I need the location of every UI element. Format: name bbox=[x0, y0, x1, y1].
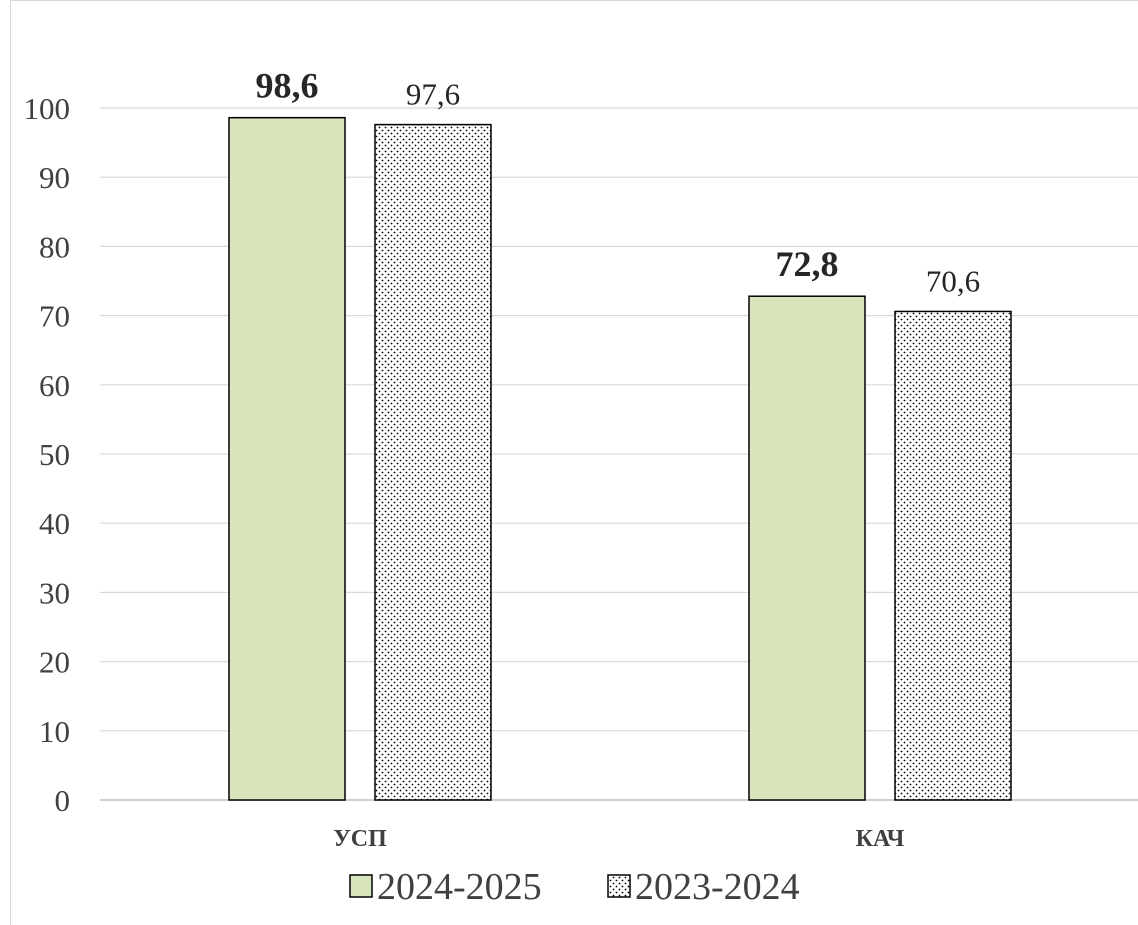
y-tick-label: 90 bbox=[39, 160, 70, 195]
y-tick-label: 0 bbox=[55, 783, 71, 818]
bar-2023-2024-УСП bbox=[374, 123, 492, 801]
data-labels: 98,6 97,6 72,8 70,6 bbox=[256, 66, 981, 299]
legend: 2024-2025 2023-2024 bbox=[349, 866, 800, 908]
y-tick-label: 20 bbox=[39, 645, 70, 680]
bar-2024-2025-КАЧ bbox=[748, 295, 866, 801]
y-tick-label: 10 bbox=[39, 714, 70, 749]
y-tick-label: 30 bbox=[39, 575, 70, 610]
x-category-label: КАЧ bbox=[856, 826, 905, 852]
y-tick-label: 50 bbox=[39, 437, 70, 472]
data-label: 98,6 bbox=[256, 66, 319, 106]
y-axis-ticks: 0 10 20 30 40 50 60 70 80 90 100 bbox=[24, 91, 71, 818]
legend-swatch bbox=[607, 874, 631, 898]
legend-label: 2023-2024 bbox=[635, 866, 800, 908]
y-tick-label: 100 bbox=[24, 91, 71, 126]
legend-label: 2024-2025 bbox=[377, 866, 542, 908]
y-tick-label: 80 bbox=[39, 229, 70, 264]
x-axis-categories: УСП КАЧ bbox=[333, 826, 905, 852]
bars bbox=[228, 116, 1012, 801]
bar-2024-2025-УСП bbox=[228, 116, 346, 801]
chart-frame bbox=[10, 0, 1138, 925]
y-tick-label: 60 bbox=[39, 368, 70, 403]
data-label: 72,8 bbox=[776, 244, 839, 284]
x-category-label: УСП bbox=[333, 826, 387, 852]
data-label: 70,6 bbox=[926, 263, 980, 298]
y-tick-label: 70 bbox=[39, 299, 70, 334]
legend-swatch bbox=[349, 874, 373, 898]
bar-2023-2024-КАЧ bbox=[894, 310, 1012, 801]
y-tick-label: 40 bbox=[39, 506, 70, 541]
data-label: 97,6 bbox=[406, 77, 460, 112]
